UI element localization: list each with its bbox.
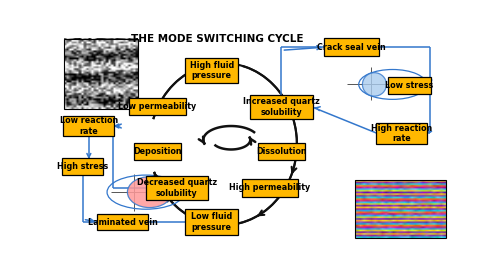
FancyBboxPatch shape: [97, 214, 148, 230]
FancyBboxPatch shape: [64, 116, 114, 136]
Text: High permeability: High permeability: [229, 183, 310, 192]
Text: High reaction
rate: High reaction rate: [371, 124, 432, 143]
FancyBboxPatch shape: [134, 143, 181, 160]
FancyBboxPatch shape: [242, 179, 298, 196]
FancyBboxPatch shape: [258, 143, 305, 160]
FancyBboxPatch shape: [250, 95, 312, 119]
Text: Low stress: Low stress: [385, 81, 434, 90]
FancyBboxPatch shape: [186, 209, 238, 235]
FancyBboxPatch shape: [146, 176, 208, 200]
Text: THE MODE SWITCHING CYCLE: THE MODE SWITCHING CYCLE: [131, 34, 304, 44]
Text: Crack seal vein: Crack seal vein: [317, 43, 386, 52]
FancyBboxPatch shape: [186, 58, 238, 83]
Ellipse shape: [362, 73, 386, 96]
Text: Low reaction
rate: Low reaction rate: [60, 116, 118, 136]
Text: Deposition: Deposition: [133, 147, 182, 156]
FancyBboxPatch shape: [62, 158, 103, 175]
FancyBboxPatch shape: [324, 39, 378, 56]
FancyBboxPatch shape: [376, 123, 427, 144]
Text: Low permeability: Low permeability: [118, 102, 196, 111]
FancyBboxPatch shape: [388, 77, 431, 94]
FancyBboxPatch shape: [129, 98, 186, 116]
Ellipse shape: [128, 177, 172, 207]
Text: High fluid
pressure: High fluid pressure: [190, 61, 234, 80]
Text: Laminated vein: Laminated vein: [88, 217, 158, 227]
Text: Low fluid
pressure: Low fluid pressure: [191, 212, 232, 232]
Text: Increased quartz
solubility: Increased quartz solubility: [243, 97, 320, 117]
Text: Dissolution: Dissolution: [256, 147, 307, 156]
Text: Decreased quartz
solubility: Decreased quartz solubility: [137, 178, 217, 198]
Text: High stress: High stress: [57, 162, 108, 171]
